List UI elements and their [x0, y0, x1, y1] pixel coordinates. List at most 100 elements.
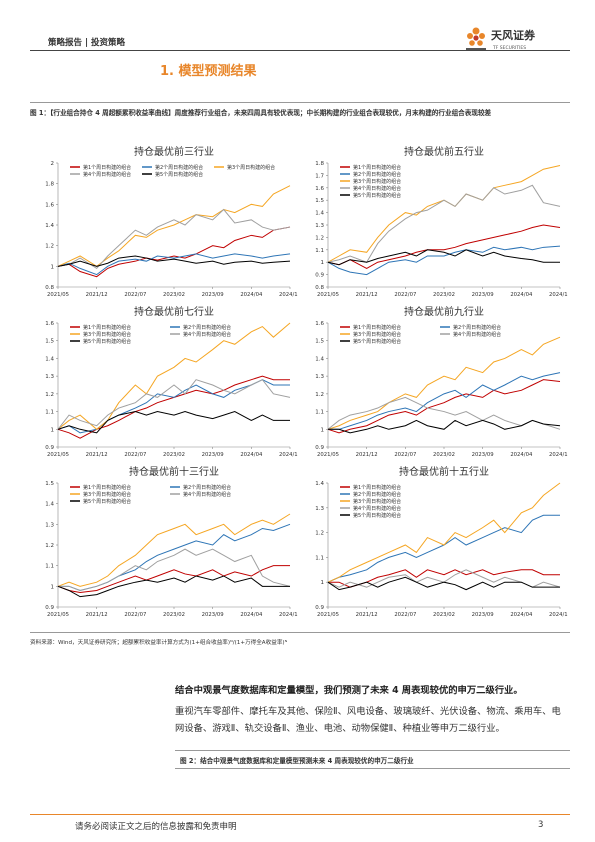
- legend-label: 第2个周日构建的组合: [183, 484, 231, 491]
- x-tick-label: 2021/05: [47, 292, 69, 298]
- chart-box: 持仓最优前五行业 0.8 0.9 1 1.1 1.2 1.3 1.4 1.5 1.6 1.7 1.8 2…: [298, 143, 571, 303]
- legend-label: 第2个周日构建的组合: [155, 164, 203, 171]
- paragraph: 重视汽车零部件、摩托车及其他、保险Ⅱ、风电设备、玻璃玻纤、光伏设备、物流、乘用车…: [175, 706, 561, 734]
- y-tick-label: 1.3: [315, 506, 324, 512]
- y-tick-label: 1: [321, 260, 325, 266]
- x-tick-label: 2024/11: [279, 452, 298, 458]
- series-line: [58, 548, 291, 591]
- x-tick-label: 2021/12: [86, 292, 108, 298]
- footer-disclaimer: 请务必阅读正文之后的信息披露和免责申明: [75, 822, 237, 832]
- y-tick-label: 1.5: [315, 198, 324, 204]
- chart-box: 持仓最优前七行业 0.9 1 1.1 1.2 1.3 1.4 1.5 1.6 2021/05 202…: [28, 303, 301, 463]
- legend-label: 第1个周日构建的组合: [83, 164, 131, 171]
- x-tick-label: 2023/02: [163, 292, 185, 298]
- series-line: [57, 255, 291, 267]
- x-tick-label: 2023/02: [433, 612, 455, 618]
- series-line: [327, 569, 561, 588]
- x-tick-label: 2021/12: [356, 292, 378, 298]
- logo-name: 天风证券: [491, 28, 536, 42]
- y-tick-label: 1.6: [45, 202, 54, 208]
- header-label: 策略报告 | 投资策略: [48, 38, 126, 48]
- legend-label: 第4个周日构建的组合: [353, 505, 401, 512]
- series-line: [57, 208, 291, 270]
- y-tick-label: 1.1: [315, 248, 324, 254]
- y-tick-label: 1: [321, 427, 325, 433]
- legend-label: 第2个周日构建的组合: [183, 324, 231, 331]
- legend-label: 第5个周日构建的组合: [83, 498, 131, 505]
- y-tick-label: 1: [51, 584, 55, 590]
- figure-caption: 图 2：结合中观景气度数据库和定量模型预测未来 4 周表现较优的申万二级行业: [180, 757, 414, 765]
- x-tick-label: 2023/09: [202, 292, 224, 298]
- y-tick-label: 1.2: [315, 235, 324, 241]
- caption-rule: [30, 102, 570, 103]
- chart: 持仓最优前五行业 0.8 0.9 1 1.1 1.2 1.3 1.4 1.5 1.6 1.7 1.8 2…: [315, 145, 571, 298]
- x-tick-label: 2022/07: [124, 292, 146, 298]
- y-tick-label: 1.4: [45, 502, 54, 508]
- y-tick-label: 1.4: [45, 223, 54, 229]
- y-tick-label: 1.1: [45, 410, 54, 416]
- x-tick-label: 2024/11: [549, 612, 568, 618]
- legend-label: 第3个周日构建的组合: [353, 178, 401, 185]
- y-tick-label: 1.2: [315, 392, 324, 398]
- legend-label: 第5个周日构建的组合: [83, 338, 131, 345]
- chart-box: 持仓最优前十五行业 0.9 1 1.1 1.2 1.3 1.4 2021/05 2021/12 2…: [298, 463, 571, 623]
- chart-title: 持仓最优前十三行业: [129, 465, 219, 478]
- chart: 持仓最优前七行业 0.9 1 1.1 1.2 1.3 1.4 1.5 1.6 2021/05 202…: [45, 305, 301, 458]
- caption-rule: [175, 768, 570, 769]
- series-line: [327, 249, 560, 266]
- x-tick-label: 2021/05: [317, 452, 339, 458]
- y-tick-label: 0.9: [45, 605, 54, 611]
- chart: 持仓最优前九行业 0.9 1 1.1 1.2 1.3 1.4 1.5 1.6 2021/05 202…: [315, 305, 571, 458]
- legend-label: 第2个周日构建的组合: [453, 324, 501, 331]
- x-tick-label: 2022/07: [394, 612, 416, 618]
- chart-box: 持仓最优前十三行业 0.9 1 1.1 1.2 1.3 1.4 1.5 2021/05 2021/…: [28, 463, 301, 623]
- x-tick-label: 2023/02: [163, 612, 185, 618]
- x-tick-label: 2024/11: [549, 292, 568, 298]
- legend-label: 第4个周日构建的组合: [183, 331, 231, 338]
- y-tick-label: 1.7: [315, 173, 324, 179]
- x-tick-label: 2021/05: [317, 292, 339, 298]
- y-tick-label: 1.6: [45, 321, 54, 327]
- source-rule: [30, 632, 570, 633]
- series-line: [327, 336, 561, 430]
- caption-rule: [175, 750, 570, 751]
- y-tick-label: 1.2: [315, 531, 324, 537]
- x-tick-label: 2023/09: [202, 452, 224, 458]
- y-tick-label: 1.6: [315, 186, 324, 192]
- legend-label: 第2个周日构建的组合: [353, 171, 401, 178]
- y-tick-label: 1.1: [45, 564, 54, 570]
- series-line: [327, 379, 561, 434]
- x-tick-label: 2024/11: [279, 292, 298, 298]
- legend-label: 第3个周日构建的组合: [227, 164, 275, 171]
- series-line: [57, 185, 291, 267]
- series-line: [57, 411, 290, 434]
- legend-label: 第5个周日构建的组合: [155, 171, 203, 178]
- series-line: [328, 372, 561, 430]
- series-line: [327, 576, 560, 591]
- series-line: [57, 253, 291, 276]
- chart-box: 持仓最优前九行业 0.9 1 1.1 1.2 1.3 1.4 1.5 1.6 2021/05 202…: [298, 303, 571, 463]
- legend-label: 第4个周日构建的组合: [183, 491, 231, 498]
- x-tick-label: 2024/04: [510, 612, 533, 618]
- x-tick-label: 2024/04: [240, 452, 263, 458]
- y-tick-label: 2: [51, 161, 55, 167]
- legend-label: 第3个周日构建的组合: [353, 498, 401, 505]
- chart-title: 持仓最优前九行业: [404, 305, 484, 318]
- legend-label: 第5个周日构建的组合: [353, 512, 401, 519]
- y-tick-label: 0.9: [315, 273, 324, 279]
- x-tick-label: 2021/12: [356, 612, 378, 618]
- series-line: [327, 482, 561, 583]
- x-tick-label: 2021/12: [86, 612, 108, 618]
- y-tick-label: 1.4: [45, 356, 54, 362]
- y-tick-label: 0.8: [315, 285, 324, 291]
- y-tick-label: 1.3: [45, 522, 54, 528]
- x-tick-label: 2023/02: [433, 452, 455, 458]
- y-tick-label: 1.4: [315, 481, 324, 487]
- legend-label: 第5个周日构建的组合: [353, 192, 401, 199]
- y-tick-label: 1: [321, 580, 325, 586]
- legend-label: 第3个周日构建的组合: [83, 331, 131, 338]
- series-line: [57, 513, 291, 587]
- y-tick-label: 1.5: [315, 339, 324, 345]
- chart-title: 持仓最优前七行业: [134, 305, 214, 318]
- legend-label: 第1个周日构建的组合: [353, 484, 401, 491]
